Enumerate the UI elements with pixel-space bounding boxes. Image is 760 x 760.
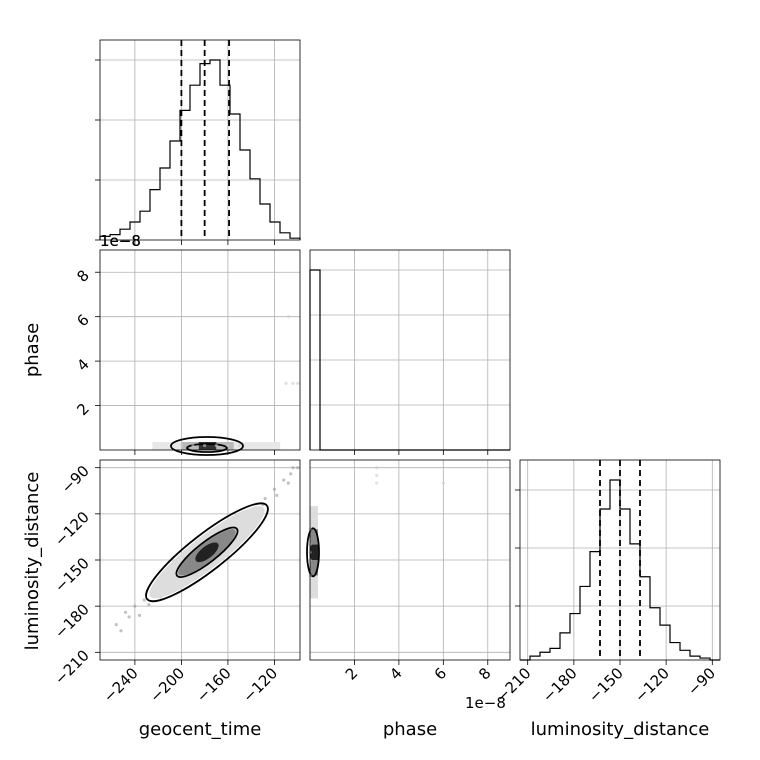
x-tick-label: −90 <box>684 664 719 699</box>
scatter-point <box>291 466 295 470</box>
x-tick-label: −240 <box>100 664 142 706</box>
x-tick-label: −180 <box>539 664 581 706</box>
contour-inner <box>186 443 228 453</box>
scatter-point <box>272 487 277 491</box>
scatter-point <box>237 443 242 448</box>
scatter-point <box>375 466 379 470</box>
scatter-point <box>119 629 123 633</box>
offset-text-phase-x: 1e−8 <box>465 694 506 712</box>
y-tick-label: −180 <box>51 600 93 642</box>
contour-inner <box>175 526 239 578</box>
scatter-point <box>291 381 295 385</box>
contour-outer <box>306 527 320 578</box>
panel-frame <box>309 249 511 451</box>
scatter-point <box>114 623 118 627</box>
histogram-step <box>99 59 301 240</box>
y-tick-label: −150 <box>51 554 93 596</box>
scatter-point <box>214 443 218 448</box>
offset-text-phase-y: 1e−8 <box>100 232 141 250</box>
scatter-point <box>284 381 288 385</box>
scatter-point <box>441 481 445 485</box>
scatter-point <box>275 493 279 497</box>
panel-geocent-time-hist: 1e−8 <box>95 39 301 250</box>
x-tick-label: −120 <box>631 664 673 706</box>
scatter-point <box>133 604 137 608</box>
y-axis-label-luminosity-distance: luminosity_distance <box>22 472 43 651</box>
panel-frame <box>519 459 721 661</box>
density-core <box>195 542 219 563</box>
panel-phase-vs-luminosity-distance: 2 4 6 8 <box>306 459 511 684</box>
y-tick-label: −210 <box>51 646 93 688</box>
scatter-point <box>142 598 146 602</box>
x-tick-label: 2 <box>342 664 361 683</box>
x-axis-label-geocent-time: geocent_time <box>139 719 262 740</box>
scatter-point <box>375 473 379 477</box>
scatter-point <box>179 443 183 448</box>
scatter-point <box>286 481 290 485</box>
offset-text-top-hist: 1e−8 <box>100 232 141 250</box>
scatter-point <box>123 610 128 614</box>
y-axis-label-phase: phase <box>22 323 43 377</box>
panel-frame <box>309 459 511 661</box>
panel-frame <box>99 39 301 241</box>
y-tick-label: −90 <box>58 462 93 497</box>
scatter-point <box>127 615 131 619</box>
scatter-point <box>147 603 151 607</box>
scatter-point <box>191 443 195 448</box>
y-tick-label: 8 <box>73 266 92 285</box>
x-tick-label: 8 <box>475 664 494 683</box>
y-tick-label: −120 <box>51 508 93 550</box>
scatter-point <box>282 478 286 482</box>
scatter-point <box>289 472 293 476</box>
scatter-point <box>226 443 230 448</box>
contour-outer <box>145 502 269 603</box>
x-tick-label: −200 <box>146 664 188 706</box>
scatter-point <box>263 496 267 501</box>
panel-geocent-time-vs-luminosity-distance: −240 −200 −160 −120−210−180−150−120−90 <box>51 459 301 706</box>
panel-luminosity-distance-hist: −210 −180 −150 −120 −90 <box>493 459 721 706</box>
density-core <box>310 544 318 560</box>
density-core <box>198 442 217 450</box>
contour-outer <box>170 436 244 456</box>
x-axis-label-phase: phase <box>383 719 437 740</box>
x-tick-label: −160 <box>193 664 235 706</box>
y-tick-label: 2 <box>73 400 92 419</box>
panel-geocent-time-vs-phase: 2 4 6 8 <box>73 249 301 456</box>
x-tick-label: −120 <box>239 664 281 706</box>
scatter-point <box>203 443 207 448</box>
scatter-point <box>375 481 379 485</box>
x-tick-label: −150 <box>585 664 627 706</box>
scatter-point <box>137 613 142 617</box>
panel-frame <box>99 249 301 451</box>
panel-phase-hist <box>309 249 511 455</box>
y-tick-label: 6 <box>73 311 92 330</box>
scatter-point <box>286 315 290 319</box>
panel-frame <box>99 459 301 661</box>
scatter-point <box>296 381 300 385</box>
y-tick-label: 4 <box>73 355 92 374</box>
x-axis-label-luminosity-distance: luminosity_distance <box>531 719 710 740</box>
x-tick-label: 4 <box>386 664 405 683</box>
scatter-point <box>296 466 300 470</box>
x-tick-label: 6 <box>431 664 450 683</box>
